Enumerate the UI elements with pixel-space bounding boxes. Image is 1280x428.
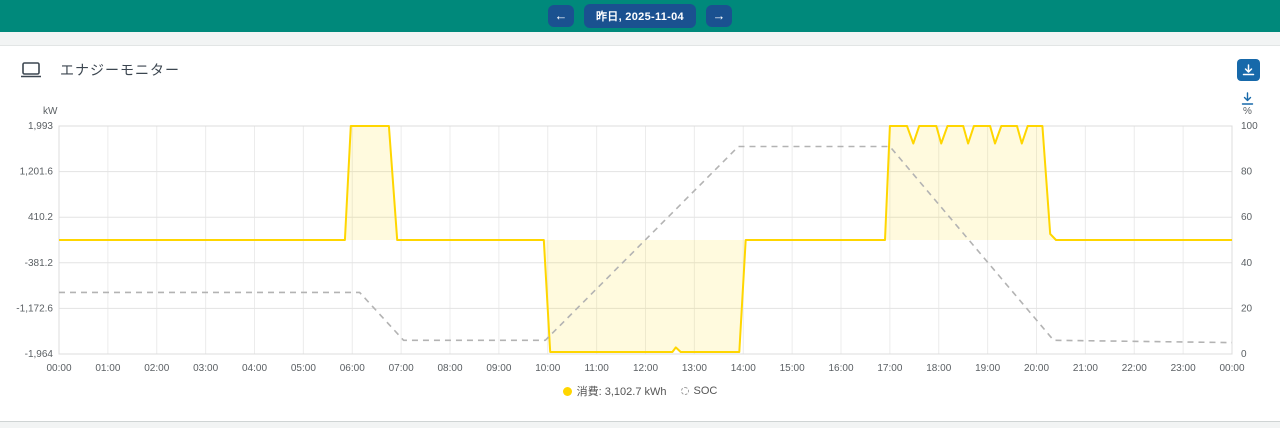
svg-text:-1,964: -1,964 — [25, 349, 54, 360]
chart-legend: 消費: 3,102.7 kWh SOC — [0, 383, 1280, 399]
svg-text:%: % — [1243, 106, 1252, 117]
legend-consumption[interactable]: 消費: 3,102.7 kWh — [562, 383, 667, 399]
svg-text:09:00: 09:00 — [486, 363, 511, 374]
date-chip[interactable]: 昨日, 2025-11-04 — [584, 4, 696, 28]
svg-text:00:00: 00:00 — [46, 363, 71, 374]
svg-text:60: 60 — [1241, 212, 1253, 223]
legend-consumption-label: 消費: 3,102.7 kWh — [576, 386, 667, 398]
svg-text:00:00: 00:00 — [1219, 363, 1244, 374]
svg-text:1,201.6: 1,201.6 — [20, 167, 54, 178]
svg-text:06:00: 06:00 — [340, 363, 365, 374]
next-day-button[interactable]: → — [705, 5, 732, 27]
panel-header: エナジーモニター — [0, 46, 1280, 94]
svg-text:80: 80 — [1241, 167, 1253, 178]
soc-marker — [680, 387, 689, 395]
svg-text:16:00: 16:00 — [828, 363, 853, 374]
svg-text:22:00: 22:00 — [1122, 363, 1147, 374]
svg-text:20: 20 — [1241, 303, 1253, 314]
svg-text:07:00: 07:00 — [389, 363, 414, 374]
svg-text:18:00: 18:00 — [926, 363, 951, 374]
svg-text:-1,172.6: -1,172.6 — [16, 303, 53, 314]
svg-text:10:00: 10:00 — [535, 363, 560, 374]
svg-text:20:00: 20:00 — [1024, 363, 1049, 374]
svg-text:05:00: 05:00 — [291, 363, 316, 374]
energy-chart: 00:00 01:00 02:00 03:00 04:00 05:00 06:00 07:00… — [16, 106, 1258, 374]
svg-text:08:00: 08:00 — [437, 363, 462, 374]
download-button[interactable] — [1237, 59, 1260, 81]
svg-text:23:00: 23:00 — [1171, 363, 1196, 374]
svg-text:410.2: 410.2 — [28, 212, 53, 223]
svg-text:17:00: 17:00 — [877, 363, 902, 374]
panel-title: エナジーモニター — [60, 62, 180, 78]
svg-text:02:00: 02:00 — [144, 363, 169, 374]
monitor-icon — [20, 60, 42, 80]
svg-text:04:00: 04:00 — [242, 363, 267, 374]
svg-text:15:00: 15:00 — [780, 363, 805, 374]
svg-text:13:00: 13:00 — [682, 363, 707, 374]
svg-text:12:00: 12:00 — [633, 363, 658, 374]
svg-text:03:00: 03:00 — [193, 363, 218, 374]
svg-text:-381.2: -381.2 — [25, 258, 54, 269]
legend-soc-label: SOC — [693, 385, 718, 397]
top-bar: ← 昨日, 2025-11-04 → — [0, 0, 1280, 32]
svg-text:0: 0 — [1241, 349, 1247, 360]
prev-day-button[interactable]: ← — [548, 5, 574, 27]
svg-text:100: 100 — [1241, 121, 1258, 132]
legend-soc[interactable]: SOC — [680, 385, 718, 397]
svg-text:11:00: 11:00 — [584, 363, 609, 374]
svg-text:01:00: 01:00 — [95, 363, 120, 374]
svg-text:19:00: 19:00 — [975, 363, 1000, 374]
svg-text:14:00: 14:00 — [731, 363, 756, 374]
svg-text:1,993: 1,993 — [28, 121, 53, 132]
export-icon[interactable] — [1241, 92, 1254, 106]
svg-text:40: 40 — [1241, 258, 1253, 269]
energy-monitor-panel: エナジーモニター 00:00 01:00 02:00 03:00 04:00 05:00 0… — [0, 45, 1280, 422]
consumption-marker — [562, 386, 572, 396]
svg-text:kW: kW — [43, 106, 58, 117]
svg-text:21:00: 21:00 — [1073, 363, 1098, 374]
